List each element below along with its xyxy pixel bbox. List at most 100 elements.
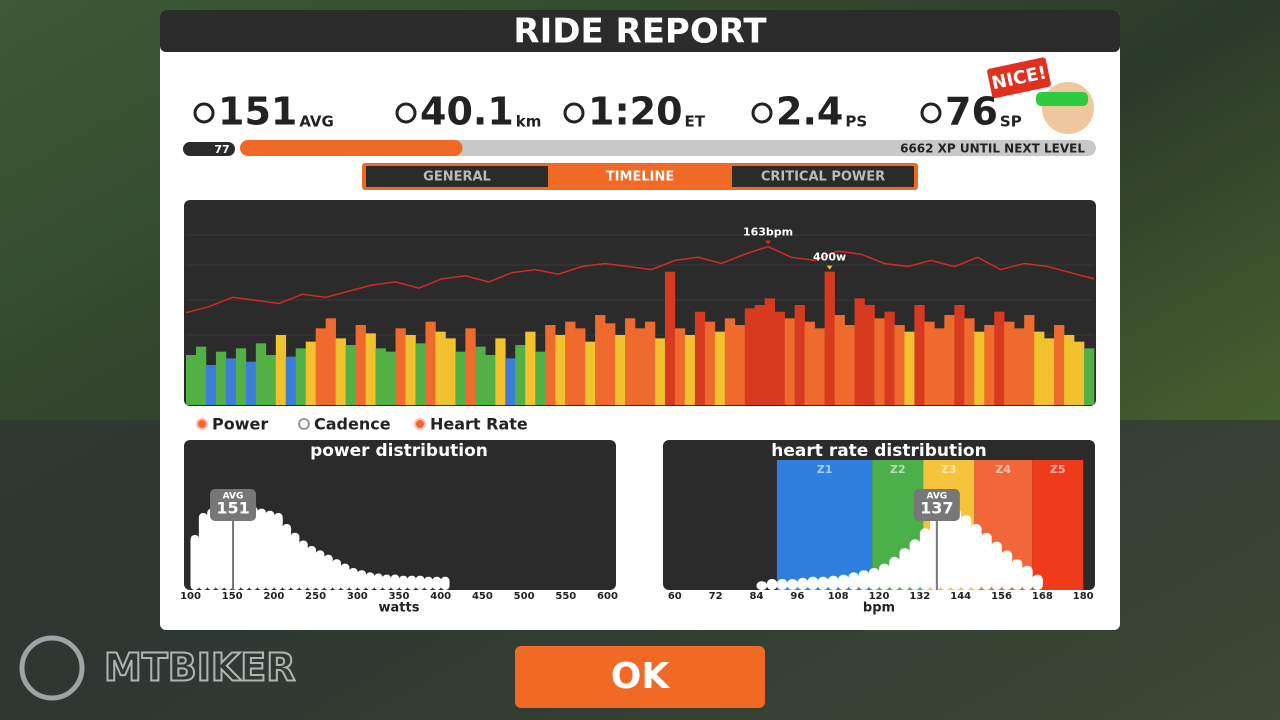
panel-header [160,10,1120,52]
x-tick-label: 400 [430,591,451,602]
legend-toggle[interactable] [414,418,426,430]
power-bar [545,325,556,405]
power-bar [714,331,726,405]
tab-label[interactable]: TIMELINE [606,170,674,185]
x-tick-label: 550 [555,591,576,602]
power-bar [345,345,356,405]
histogram-bar [407,575,417,590]
ok-label[interactable]: OK [611,656,671,697]
x-tick-label: 120 [869,591,890,602]
legend-label[interactable]: Cadence [314,415,391,434]
stat-value: 1:20 [588,90,683,134]
power-bar [225,358,237,405]
level-number: 77 [214,143,229,156]
x-tick-label: 168 [1032,591,1053,602]
x-tick-label: 300 [347,591,368,602]
tab[interactable] [549,166,731,187]
power-bar [1044,338,1055,405]
histogram-bar [1011,559,1023,590]
power-bar [674,328,686,405]
power-bar [664,271,676,405]
histogram-bar [858,570,870,590]
x-axis-label: bpm [863,601,895,616]
stat-unit: PS [845,113,867,131]
power-bar [1054,325,1065,405]
histogram-bar [766,579,778,590]
annotation-pointer [826,265,833,270]
power-bar [1084,348,1095,405]
histogram-bar [981,532,992,590]
power-bar [255,343,267,405]
x-tick-label: 200 [263,591,284,602]
histogram-bar [348,568,358,590]
power-bar [954,305,965,405]
stat-value: 76 [945,90,998,134]
power-bar [355,325,366,405]
x-tick-label: 72 [709,591,723,602]
power-bar [994,311,1005,405]
power-bar [565,321,576,405]
histogram-bar [190,535,200,590]
power-bar [804,321,815,405]
histogram-bar [198,513,208,590]
stat-icon [563,102,585,124]
power-bar [744,308,756,405]
x-tick-label: 450 [472,591,493,602]
histogram-bar [940,510,951,590]
power-bar [375,348,386,405]
histogram-bar [373,573,383,590]
x-tick-label: 84 [750,591,764,602]
tab-label[interactable]: CRITICAL POWER [761,170,885,185]
stat-icon [193,102,215,124]
legend-label[interactable]: Heart Rate [430,415,528,434]
power-bar [385,351,396,405]
histogram-bar [424,576,433,590]
stat-icon [751,102,773,124]
ok-button[interactable] [515,646,765,708]
tab-label[interactable]: GENERAL [423,170,491,185]
hr-line [185,245,1095,314]
histogram-bar [1032,574,1043,590]
histogram-bar [257,508,267,590]
histogram-bar [390,574,400,590]
power-bar [874,318,885,405]
power-bar [704,321,716,405]
histogram-bar [879,563,890,590]
histogram-bar [415,575,425,590]
power-bar [984,325,995,405]
power-bar [365,333,376,405]
title: RIDE REPORT [513,12,767,52]
hr-zone [776,460,873,590]
histogram-bar [432,576,442,590]
power-bar [814,328,825,405]
power-bar [625,318,636,405]
power-bar [794,305,805,405]
histogram-bar [248,506,258,590]
power-bar [1004,321,1015,405]
power-bar [215,351,227,405]
histogram-bar [382,574,392,590]
x-tick-label: 100 [180,591,201,602]
legend-toggle[interactable] [298,418,310,430]
histogram-bar [930,517,941,590]
histogram-bar [889,557,900,590]
tab[interactable] [366,166,548,187]
histogram-bar [223,504,233,590]
legend-label[interactable]: Power [212,415,268,434]
zone-label: Z2 [890,463,906,476]
xp-progress [240,140,463,156]
tab[interactable] [732,166,914,187]
avg-value: 137 [920,499,953,518]
power-bar [525,331,536,405]
histogram-bar [919,528,931,590]
histogram-bar [838,574,849,590]
histogram-bar [807,576,819,590]
histogram-bar [827,575,839,590]
power-bar [186,355,197,405]
stat-value: 151 [218,90,297,134]
legend-toggle[interactable] [196,418,208,430]
histogram-bar [848,572,860,590]
power-bar [914,305,925,405]
histogram-bar [290,532,300,590]
